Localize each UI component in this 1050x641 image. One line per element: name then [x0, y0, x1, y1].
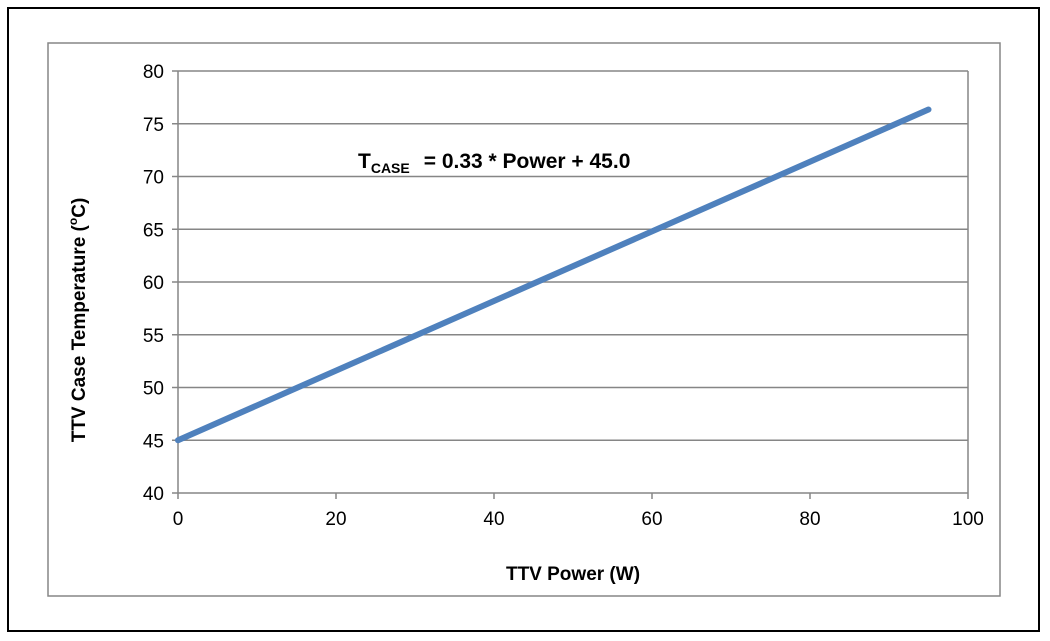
y-axis-title-end: C) [69, 198, 90, 218]
annotation-subscript: CASE [371, 160, 410, 176]
y-tick-label-50: 50 [143, 379, 164, 400]
y-tick-label-40: 40 [143, 484, 164, 505]
axes [172, 70, 969, 499]
y-tick-label-60: 60 [143, 273, 164, 294]
grid-lines [178, 70, 968, 441]
x-tick-label-40: 40 [483, 509, 504, 530]
x-tick-label-0: 0 [173, 509, 184, 530]
series-lines [175, 106, 932, 444]
series-line-0 [175, 106, 932, 444]
y-tick-label-80: 80 [143, 62, 164, 83]
equation-annotation: TCASE = 0.33 * Power + 45.0 [358, 150, 630, 176]
y-tick-label-55: 55 [143, 326, 164, 347]
y-axis-title-main: TTV Case Temperature ( [69, 224, 90, 442]
chart-area-border [47, 42, 1001, 597]
y-tick-label-75: 75 [143, 115, 164, 136]
y-tick-label-45: 45 [143, 431, 164, 452]
y-tick-label-65: 65 [143, 220, 164, 241]
x-tick-label-20: 20 [325, 509, 346, 530]
y-axis-title-sup: o [66, 218, 80, 225]
x-tick-label-80: 80 [799, 509, 820, 530]
x-tick-labels: 0 20 40 60 80 100 [173, 509, 984, 530]
x-axis-title: TTV Power (W) [506, 564, 640, 585]
y-axis-title: TTV Case Temperature (oC) [66, 198, 90, 443]
x-tick-label-100: 100 [952, 509, 984, 530]
y-tick-label-70: 70 [143, 168, 164, 189]
x-tick-label-60: 60 [641, 509, 662, 530]
y-tick-labels: 40 45 50 55 60 65 70 75 80 [143, 62, 164, 505]
annotation-equation: = 0.33 * Power + 45.0 [424, 150, 631, 173]
annotation-symbol: T [358, 150, 371, 173]
